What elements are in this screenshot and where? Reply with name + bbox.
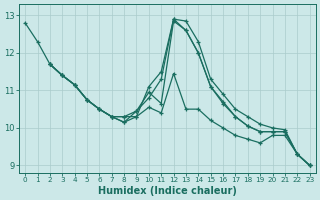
- X-axis label: Humidex (Indice chaleur): Humidex (Indice chaleur): [98, 186, 237, 196]
